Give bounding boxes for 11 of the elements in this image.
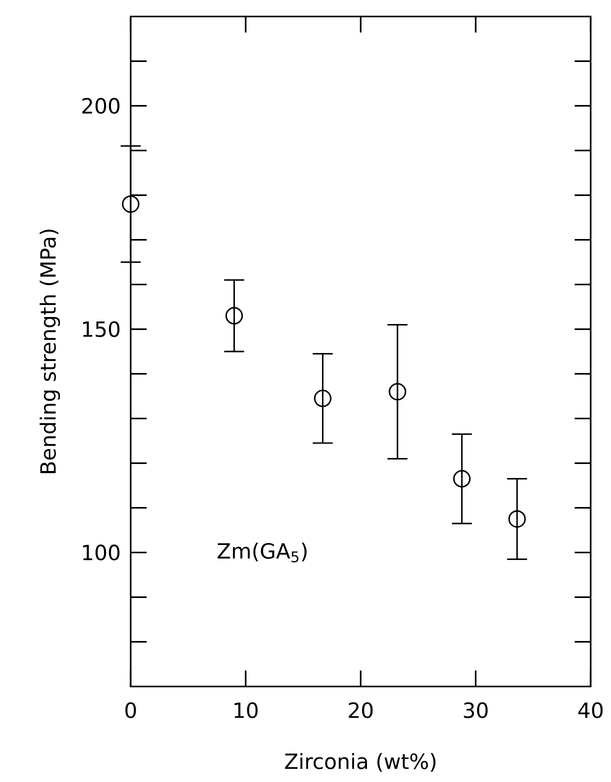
x-tick-label: 0 xyxy=(125,702,136,718)
x-axis-title: Zirconia (wt%) xyxy=(284,752,436,772)
x-tick-label: 10 xyxy=(234,702,258,718)
y-tick-label: 100 xyxy=(83,544,120,560)
x-tick-label: 20 xyxy=(348,702,373,718)
x-tick-label: 30 xyxy=(464,702,488,718)
y-tick-label: 150 xyxy=(83,321,120,338)
y-tick-label: 200 xyxy=(82,98,120,114)
annotation: Zm(GA$_{5}$) xyxy=(218,542,307,562)
y-axis-title: Bending strength (MPa) xyxy=(40,230,60,474)
x-tick-label: 40 xyxy=(578,702,603,718)
